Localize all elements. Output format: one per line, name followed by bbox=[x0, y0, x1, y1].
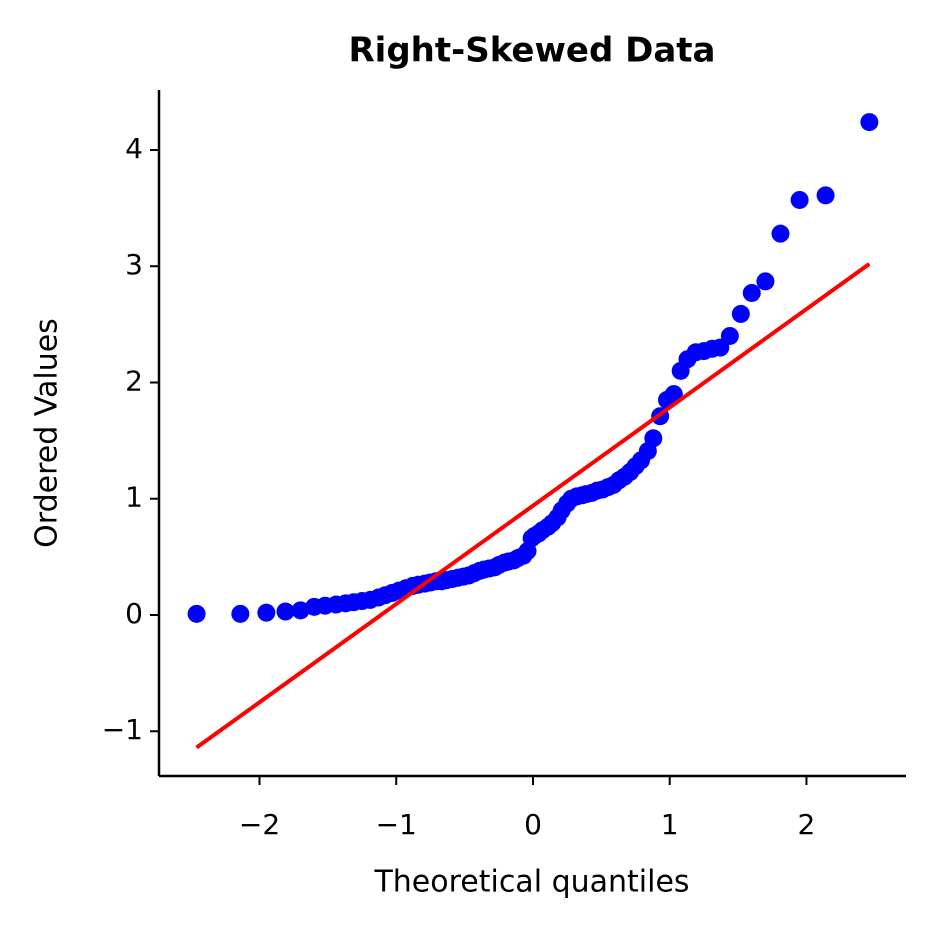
data-point bbox=[860, 113, 879, 132]
data-point bbox=[742, 283, 761, 302]
data-point bbox=[276, 602, 295, 621]
data-point bbox=[291, 601, 310, 620]
y-axis-label: Ordered Values bbox=[30, 318, 65, 548]
y-tick-label: 1 bbox=[125, 481, 143, 514]
x-tick-label: 1 bbox=[661, 808, 679, 841]
x-axis-label: Theoretical quantiles bbox=[373, 865, 689, 900]
data-point bbox=[731, 304, 750, 323]
x-tick-label: −1 bbox=[376, 808, 417, 841]
data-point bbox=[756, 272, 775, 291]
data-point bbox=[664, 385, 683, 404]
x-tick-label: 2 bbox=[798, 808, 816, 841]
data-point bbox=[231, 604, 250, 623]
data-point bbox=[771, 224, 790, 243]
y-tick-label: 4 bbox=[125, 132, 143, 165]
data-point bbox=[187, 604, 206, 623]
chart-title: Right-Skewed Data bbox=[349, 31, 716, 71]
y-tick-label: 3 bbox=[125, 248, 143, 281]
y-tick-label: −1 bbox=[102, 713, 143, 746]
data-point bbox=[257, 603, 276, 622]
data-point bbox=[790, 190, 809, 209]
fit-line bbox=[195, 262, 871, 750]
data-point bbox=[816, 186, 835, 205]
x-tick-label: 0 bbox=[524, 808, 542, 841]
data-point bbox=[720, 326, 739, 345]
data-point bbox=[644, 429, 663, 448]
y-tick-label: 2 bbox=[125, 364, 143, 397]
x-tick-label: −2 bbox=[239, 808, 280, 841]
y-tick-label: 0 bbox=[125, 597, 143, 630]
